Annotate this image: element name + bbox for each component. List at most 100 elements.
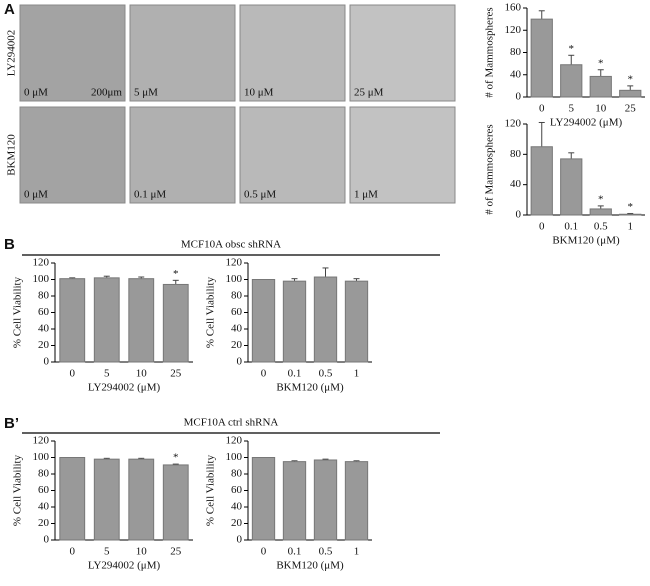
x-tick-label: 0 xyxy=(70,368,76,380)
x-axis-label: BKM120 (μM) xyxy=(276,560,344,572)
x-tick-label: 0 xyxy=(261,368,267,380)
y-tick-label: 80 xyxy=(231,468,243,480)
bar xyxy=(128,458,155,541)
bar xyxy=(313,276,338,363)
micrograph xyxy=(239,106,346,204)
y-tick-label: 160 xyxy=(505,2,522,14)
x-tick-label: 5 xyxy=(104,546,110,558)
y-tick-label: 100 xyxy=(33,451,50,463)
micrograph xyxy=(19,106,126,204)
bar xyxy=(589,75,612,98)
y-tick-label: 120 xyxy=(33,435,50,447)
bar xyxy=(282,280,307,363)
significance: * xyxy=(173,268,179,280)
y-axis-label: # of Mammospheres xyxy=(484,124,496,214)
bar xyxy=(589,208,612,216)
row-label: BKM120 xyxy=(6,134,18,176)
x-tick-label: 1 xyxy=(628,221,634,233)
y-tick-label: 100 xyxy=(226,273,243,285)
bar xyxy=(93,277,120,363)
x-axis-label: LY294002 (μM) xyxy=(88,560,161,572)
y-tick-label: 0 xyxy=(516,209,522,221)
row-label: LY294002 xyxy=(6,30,18,77)
y-tick-label: 0 xyxy=(44,534,50,546)
x-tick-label: 25 xyxy=(170,546,182,558)
x-tick-label: 0 xyxy=(539,103,545,115)
x-tick-label: 0.5 xyxy=(594,221,608,233)
x-tick-label: 0 xyxy=(70,546,76,558)
group-title: MCF10A ctrl shRNA xyxy=(184,417,279,429)
dose-label: 0 μM xyxy=(24,87,48,99)
bar xyxy=(344,461,369,541)
micrograph xyxy=(239,4,346,102)
bar xyxy=(560,64,583,98)
bar xyxy=(162,283,189,363)
x-tick-label: 0.1 xyxy=(564,221,578,233)
y-tick-label: 60 xyxy=(38,306,50,318)
y-tick-label: 20 xyxy=(231,339,243,351)
significance: * xyxy=(173,452,179,464)
bar xyxy=(59,457,86,541)
micrograph xyxy=(129,106,236,204)
x-tick-label: 0.1 xyxy=(288,368,302,380)
bar xyxy=(313,459,338,541)
bar xyxy=(251,279,276,363)
y-tick-label: 40 xyxy=(231,323,243,335)
y-tick-label: 20 xyxy=(231,517,243,529)
bar xyxy=(530,18,553,98)
x-tick-label: 10 xyxy=(136,368,148,380)
y-tick-label: 120 xyxy=(505,118,522,130)
dose-label: 0.5 μM xyxy=(244,189,276,201)
x-axis-label: LY294002 (μM) xyxy=(550,117,623,129)
x-tick-label: 10 xyxy=(595,103,607,115)
dose-label: 0.1 μM xyxy=(134,189,166,201)
x-tick-label: 5 xyxy=(569,103,575,115)
significance: * xyxy=(628,201,634,213)
micrograph xyxy=(349,106,456,204)
y-tick-label: 60 xyxy=(231,306,243,318)
bar xyxy=(282,461,307,541)
y-tick-label: 40 xyxy=(38,323,50,335)
y-tick-label: 120 xyxy=(226,257,243,269)
x-axis-label: LY294002 (μM) xyxy=(88,382,161,394)
y-tick-label: 0 xyxy=(516,91,522,103)
y-tick-label: 60 xyxy=(231,484,243,496)
panel-label: A xyxy=(4,1,15,18)
x-axis-label: BKM120 (μM) xyxy=(552,235,620,247)
y-tick-label: 80 xyxy=(38,468,50,480)
dose-label: 0 μM xyxy=(24,189,48,201)
significance: * xyxy=(628,73,634,85)
y-axis-label: % Cell Viability xyxy=(205,454,217,526)
group-title: MCF10A obsc shRNA xyxy=(181,239,281,251)
significance: * xyxy=(569,43,575,55)
bar xyxy=(128,278,155,363)
y-axis-label: % Cell Viability xyxy=(12,276,24,348)
panel-label: B’ xyxy=(4,415,19,432)
y-axis-label: % Cell Viability xyxy=(12,454,24,526)
x-tick-label: 25 xyxy=(170,368,182,380)
micrograph xyxy=(349,4,456,102)
y-tick-label: 40 xyxy=(38,501,50,513)
bar xyxy=(619,89,642,98)
y-tick-label: 100 xyxy=(226,451,243,463)
bar xyxy=(344,280,369,363)
significance: * xyxy=(598,193,604,205)
x-tick-label: 1 xyxy=(354,546,360,558)
y-tick-label: 40 xyxy=(231,501,243,513)
y-tick-label: 80 xyxy=(231,290,243,302)
y-tick-label: 40 xyxy=(510,68,522,80)
bar xyxy=(251,457,276,541)
y-tick-label: 40 xyxy=(510,178,522,190)
y-tick-label: 120 xyxy=(226,435,243,447)
panel-label: B xyxy=(4,236,15,253)
y-tick-label: 80 xyxy=(38,290,50,302)
micrograph xyxy=(129,4,236,102)
dose-label: 10 μM xyxy=(244,87,274,99)
y-tick-label: 0 xyxy=(44,356,50,368)
x-tick-label: 0 xyxy=(539,221,545,233)
y-tick-label: 60 xyxy=(38,484,50,496)
bar xyxy=(93,458,120,541)
bar xyxy=(560,158,583,216)
dose-label: 25 μM xyxy=(354,87,384,99)
